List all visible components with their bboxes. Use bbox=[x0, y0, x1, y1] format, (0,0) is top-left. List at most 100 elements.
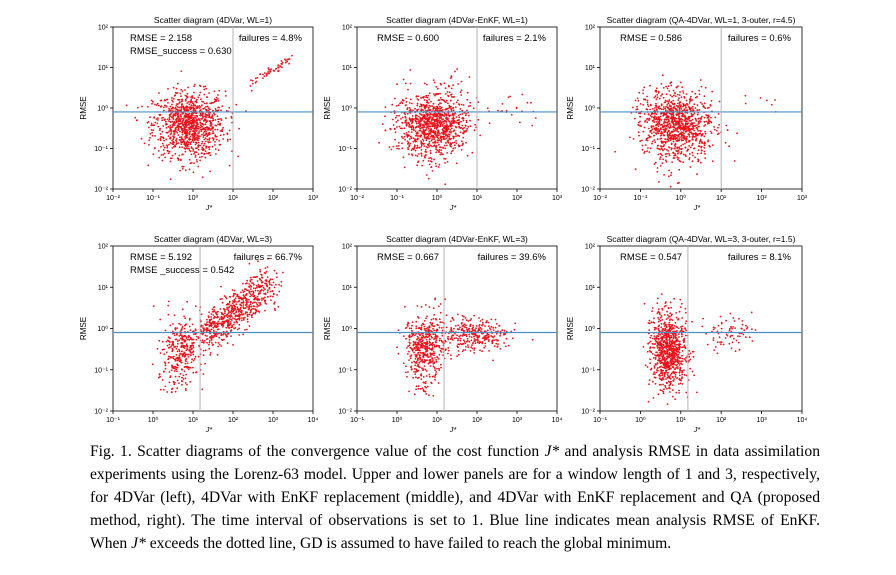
data-point bbox=[214, 341, 217, 344]
data-point bbox=[459, 337, 462, 340]
data-point bbox=[440, 121, 443, 124]
data-point bbox=[157, 119, 159, 121]
data-point bbox=[673, 124, 675, 127]
data-point bbox=[172, 130, 175, 133]
data-point bbox=[151, 102, 153, 105]
data-point bbox=[169, 126, 172, 129]
data-point bbox=[193, 119, 196, 121]
data-point bbox=[228, 305, 231, 308]
data-point bbox=[416, 305, 419, 307]
data-point bbox=[419, 129, 422, 132]
data-point bbox=[406, 324, 409, 326]
data-point bbox=[685, 125, 688, 128]
data-point bbox=[447, 113, 450, 115]
data-point bbox=[209, 354, 212, 356]
data-point bbox=[461, 314, 464, 317]
data-point bbox=[434, 374, 437, 377]
data-point bbox=[650, 132, 653, 135]
data-point bbox=[422, 322, 424, 325]
data-point bbox=[503, 329, 506, 332]
data-point bbox=[208, 132, 211, 135]
data-point bbox=[651, 140, 654, 143]
data-point bbox=[707, 114, 710, 117]
data-point bbox=[450, 120, 453, 123]
data-point bbox=[693, 147, 695, 150]
data-point bbox=[676, 113, 679, 116]
data-point bbox=[411, 335, 414, 337]
data-point bbox=[439, 153, 442, 156]
data-point bbox=[420, 146, 422, 148]
data-point bbox=[244, 307, 247, 309]
data-point bbox=[191, 139, 194, 142]
data-point bbox=[417, 317, 420, 319]
data-point bbox=[409, 355, 412, 358]
data-point bbox=[202, 341, 205, 343]
data-point bbox=[694, 107, 697, 109]
data-point bbox=[452, 137, 455, 140]
data-point bbox=[212, 130, 214, 133]
data-point bbox=[686, 149, 689, 152]
data-point bbox=[703, 135, 706, 138]
data-point bbox=[206, 321, 209, 323]
data-point bbox=[700, 161, 702, 164]
data-point bbox=[404, 121, 407, 123]
data-point bbox=[434, 162, 437, 165]
data-point bbox=[206, 342, 209, 344]
data-point bbox=[179, 92, 182, 95]
data-point bbox=[179, 117, 182, 120]
data-point bbox=[151, 134, 154, 137]
data-point bbox=[217, 345, 220, 348]
data-point bbox=[389, 127, 392, 130]
data-point bbox=[428, 98, 431, 101]
data-point bbox=[253, 287, 255, 290]
data-point bbox=[432, 79, 435, 81]
data-point bbox=[484, 325, 486, 327]
data-point bbox=[530, 101, 532, 104]
data-point bbox=[184, 150, 187, 153]
data-point bbox=[437, 305, 440, 308]
data-point bbox=[381, 123, 384, 125]
data-point bbox=[415, 362, 418, 364]
data-point bbox=[669, 124, 672, 127]
data-point bbox=[672, 128, 675, 131]
data-point bbox=[670, 113, 673, 116]
data-point bbox=[167, 120, 170, 122]
data-point bbox=[171, 139, 174, 142]
data-point bbox=[181, 308, 184, 311]
data-point bbox=[230, 315, 233, 318]
data-point bbox=[411, 117, 414, 120]
data-point bbox=[700, 145, 703, 148]
data-point bbox=[169, 130, 172, 132]
data-point bbox=[196, 98, 198, 101]
data-point bbox=[457, 350, 460, 352]
data-point bbox=[681, 114, 684, 116]
data-point bbox=[174, 112, 177, 115]
data-point bbox=[215, 312, 217, 314]
data-point bbox=[668, 137, 671, 140]
data-point bbox=[170, 345, 172, 348]
data-point bbox=[256, 299, 259, 301]
data-point bbox=[482, 323, 484, 326]
data-point bbox=[689, 166, 692, 168]
data-point bbox=[424, 341, 427, 344]
data-point bbox=[718, 124, 721, 126]
data-point bbox=[681, 148, 683, 150]
data-point bbox=[420, 144, 423, 147]
data-point bbox=[678, 97, 680, 99]
data-point bbox=[404, 113, 407, 116]
data-point bbox=[192, 342, 195, 344]
data-point bbox=[666, 132, 669, 134]
data-point bbox=[707, 140, 709, 143]
data-point bbox=[214, 107, 217, 110]
data-point bbox=[416, 98, 419, 100]
data-point bbox=[680, 104, 682, 107]
data-point bbox=[277, 306, 280, 308]
data-point bbox=[422, 355, 424, 358]
data-point bbox=[416, 365, 419, 367]
data-point bbox=[208, 325, 211, 328]
data-point bbox=[397, 141, 400, 144]
data-point bbox=[189, 143, 192, 146]
data-point bbox=[174, 345, 177, 348]
data-point bbox=[206, 318, 208, 321]
data-point bbox=[673, 147, 676, 150]
